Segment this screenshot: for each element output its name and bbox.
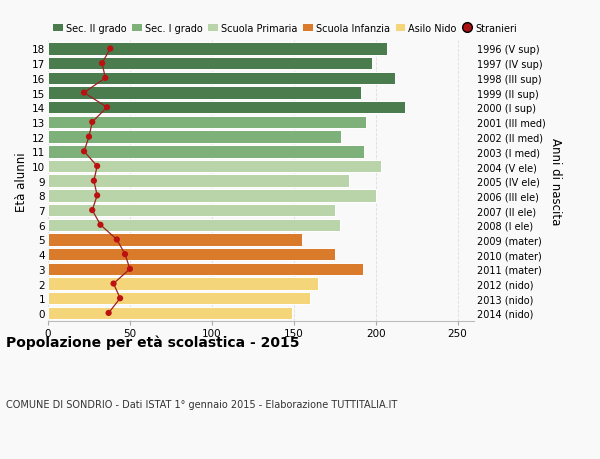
Point — [92, 192, 102, 200]
Point — [88, 207, 97, 214]
Bar — [48, 248, 335, 261]
Point — [101, 75, 110, 82]
Text: COMUNE DI SONDRIO - Dati ISTAT 1° gennaio 2015 - Elaborazione TUTTITALIA.IT: COMUNE DI SONDRIO - Dati ISTAT 1° gennai… — [6, 399, 397, 409]
Bar — [48, 73, 395, 85]
Point — [104, 309, 113, 317]
Point — [79, 90, 89, 97]
Bar — [48, 146, 364, 158]
Bar — [48, 307, 292, 319]
Point — [88, 119, 97, 126]
Bar — [48, 43, 387, 56]
Bar — [48, 160, 380, 173]
Bar — [48, 263, 362, 275]
Point — [97, 61, 107, 68]
Point — [89, 178, 98, 185]
Bar — [48, 219, 340, 231]
Point — [125, 266, 135, 273]
Bar — [48, 190, 376, 202]
Bar — [48, 278, 319, 290]
Point — [92, 163, 102, 170]
Bar — [48, 131, 341, 144]
Y-axis label: Età alunni: Età alunni — [15, 151, 28, 211]
Point — [109, 280, 118, 288]
Point — [115, 295, 125, 302]
Bar — [48, 204, 335, 217]
Point — [79, 148, 89, 156]
Bar — [48, 234, 302, 246]
Bar — [48, 102, 405, 114]
Point — [84, 134, 94, 141]
Point — [112, 236, 122, 244]
Bar — [48, 58, 373, 70]
Bar — [48, 175, 349, 188]
Point — [120, 251, 130, 258]
Bar — [48, 117, 366, 129]
Point — [106, 46, 115, 53]
Bar — [48, 87, 361, 100]
Bar — [48, 292, 310, 305]
Point — [102, 104, 112, 112]
Legend: Sec. II grado, Sec. I grado, Scuola Primaria, Scuola Infanzia, Asilo Nido, Stran: Sec. II grado, Sec. I grado, Scuola Prim… — [53, 24, 517, 34]
Y-axis label: Anni di nascita: Anni di nascita — [549, 138, 562, 225]
Text: Popolazione per età scolastica - 2015: Popolazione per età scolastica - 2015 — [6, 335, 299, 350]
Point — [95, 222, 105, 229]
